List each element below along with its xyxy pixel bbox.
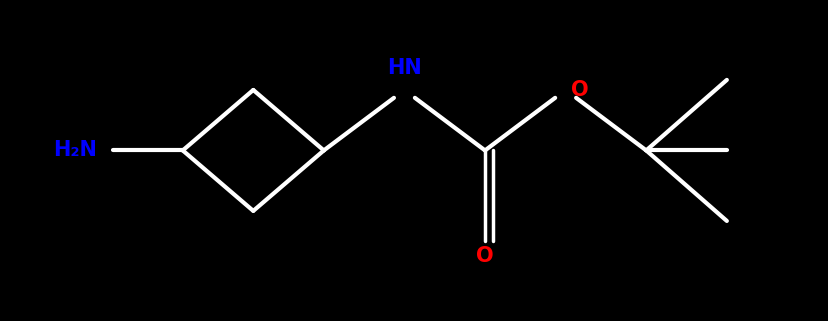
- Text: O: O: [570, 80, 588, 100]
- Text: H₂N: H₂N: [53, 140, 97, 160]
- Text: HN: HN: [387, 58, 421, 78]
- Text: O: O: [475, 246, 493, 266]
